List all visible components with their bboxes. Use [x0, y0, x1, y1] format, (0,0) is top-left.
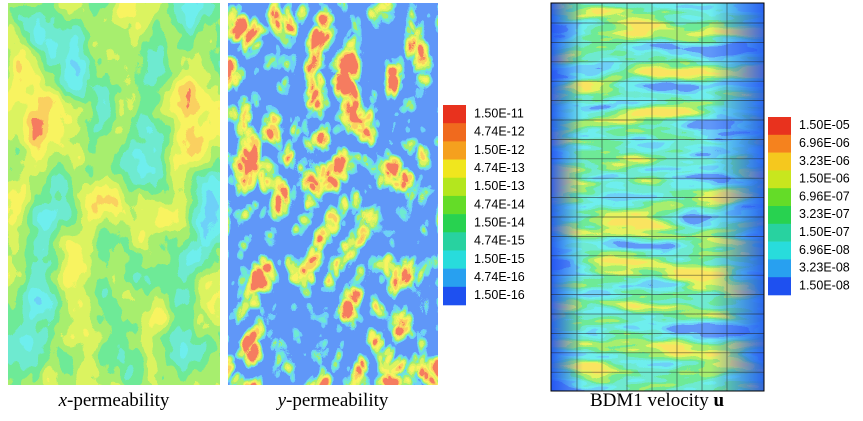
colorbar-label: 1.50E-05 [799, 118, 850, 132]
colorbar-swatch [768, 241, 791, 260]
colorbar-swatch [768, 223, 791, 242]
caption-variable: x [58, 390, 68, 411]
colorbar-label: 1.50E-06 [799, 172, 850, 186]
colorbar-label: 1.50E-07 [799, 225, 850, 239]
colorbar-swatch [443, 214, 466, 233]
colorbar-swatch [443, 159, 466, 179]
colorbar-swatch [768, 259, 791, 278]
colorbar-swatch [443, 141, 466, 160]
colorbar-swatch [768, 188, 791, 207]
velocity-panel [550, 2, 765, 392]
colorbar-swatch [443, 232, 466, 251]
colorbar-label: 3.23E-06 [799, 154, 850, 168]
panel-caption: x-permeability [58, 390, 170, 411]
caption-text: BDM1 velocity [590, 390, 714, 411]
colorbar-swatch [768, 277, 791, 296]
colorbar-swatch [443, 250, 466, 269]
colorbar: 1.50E-11 4.74E-12 1.50E-12 4.74E-13 1.50E-13… [443, 105, 525, 306]
colorbar-label: 1.50E-12 [474, 143, 525, 157]
colorbar-swatch [443, 177, 466, 197]
x-permeability-field [8, 3, 220, 385]
colorbar-swatch [443, 105, 466, 124]
caption-text: -permeability [67, 390, 170, 411]
colorbar-label: 3.23E-08 [799, 261, 850, 275]
colorbar-label: 4.74E-12 [474, 125, 525, 139]
y-permeability-field [228, 3, 438, 385]
colorbars: 1.50E-11 4.74E-12 1.50E-12 4.74E-13 1.50E-13… [443, 105, 850, 306]
colorbar-label: 1.50E-08 [799, 278, 850, 292]
caption-variable: u [713, 390, 724, 411]
colorbar-label: 6.96E-06 [799, 136, 850, 150]
colorbar-label: 6.96E-08 [799, 243, 850, 257]
colorbar-swatch [443, 286, 466, 306]
velocity-shade [551, 3, 764, 391]
colorbar-swatch [768, 117, 791, 136]
colorbar-swatch [768, 170, 791, 189]
colorbar-swatch [443, 123, 466, 142]
mesh [551, 3, 764, 391]
colorbar-label: 1.50E-16 [474, 288, 525, 302]
colorbar: 1.50E-05 6.96E-06 3.23E-06 1.50E-06 6.96E-07… [768, 117, 850, 296]
caption-text: -permeability [286, 390, 389, 411]
colorbar-swatch [768, 206, 791, 225]
colorbar-label: 4.74E-13 [474, 161, 525, 175]
colorbar-label: 1.50E-13 [474, 179, 525, 193]
velocity-frame [550, 2, 765, 392]
colorbar-label: 4.74E-16 [474, 270, 525, 284]
colorbar-label: 1.50E-14 [474, 215, 525, 229]
colorbar-label: 3.23E-07 [799, 207, 850, 221]
colorbar-swatch [443, 268, 466, 288]
colorbar-swatch [443, 195, 466, 215]
captions: x-permeability y-permeability BDM1 velocit… [58, 390, 725, 411]
caption-variable: y [276, 390, 287, 411]
colorbar-label: 1.50E-11 [474, 106, 524, 120]
colorbar-label: 4.74E-14 [474, 197, 525, 211]
colorbar-label: 4.74E-15 [474, 234, 525, 248]
colorbar-label: 6.96E-07 [799, 189, 850, 203]
colorbar-swatch [768, 152, 791, 171]
colorbar-label: 1.50E-15 [474, 252, 525, 266]
panel-caption: y-permeability [276, 390, 389, 411]
colorbar-swatch [768, 134, 791, 153]
panel-caption: BDM1 velocity u [590, 390, 725, 411]
